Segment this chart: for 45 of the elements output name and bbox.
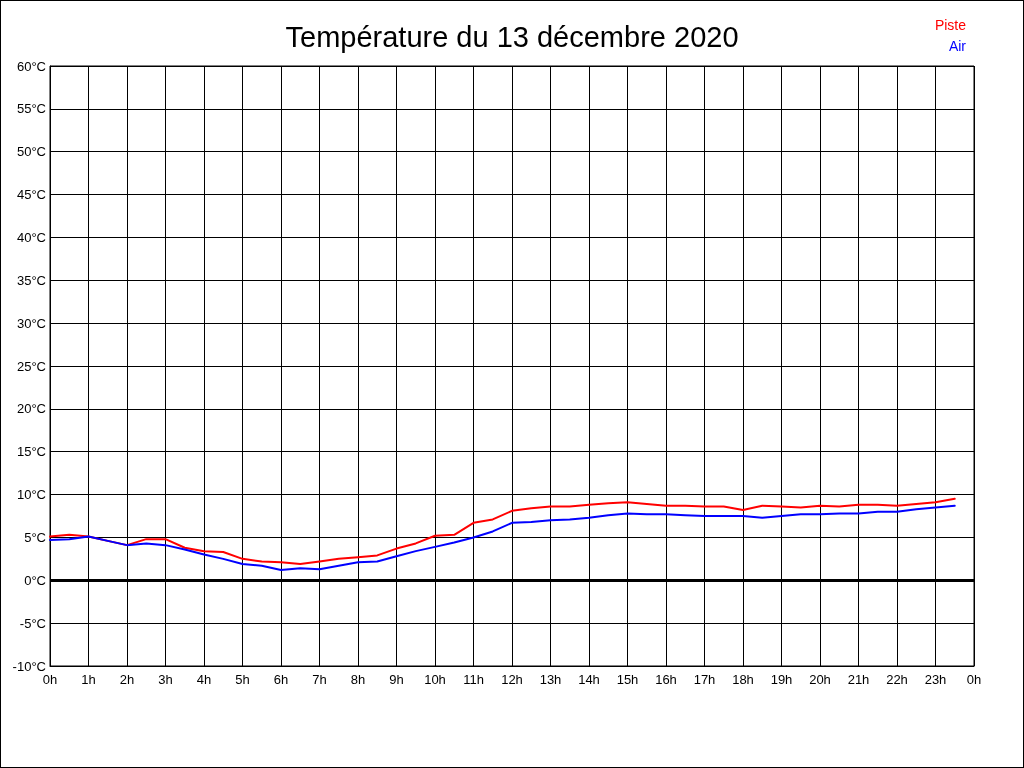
x-tick-label: 5h (235, 672, 250, 687)
x-tick-label: 14h (578, 672, 600, 687)
y-tick-label: 10°C (16, 487, 46, 503)
x-tick-label: 4h (196, 672, 212, 687)
y-tick-label: -5°C (19, 615, 46, 631)
x-tick-label: 3h (158, 672, 173, 687)
y-tick-label: 15°C (16, 444, 46, 460)
y-tick-label: 60°C (16, 58, 46, 74)
text: Air (948, 38, 967, 54)
x-tick-label: 9h (389, 672, 404, 687)
x-tick-label: 15h (616, 672, 639, 687)
x-tick-label: 19h (770, 672, 793, 687)
x-tick-label: 16h (655, 672, 677, 687)
x-tick-label: 10h (424, 672, 446, 687)
x-tick-label: 21h (847, 672, 870, 687)
text: Piste (934, 17, 967, 33)
x-tick-label: 23h (924, 672, 947, 687)
x-tick-label: 11h (463, 672, 484, 687)
x-tick-label: 7h (312, 672, 327, 687)
y-tick-label: 45°C (16, 187, 46, 203)
x-tick-label: 0h (966, 672, 982, 687)
y-tick-label: 30°C (16, 315, 46, 331)
x-tick-label: 17h (693, 672, 716, 687)
y-tick-label: -10°C (12, 658, 46, 674)
y-tick-label: 25°C (16, 358, 46, 374)
x-tick-label: 0h (42, 672, 58, 687)
x-tick-label: 18h (732, 672, 754, 687)
y-tick-label: 35°C (16, 272, 46, 288)
line-series (49, 504, 956, 571)
x-tick-label: 22h (886, 672, 908, 687)
x-tick-label: 8h (350, 672, 366, 687)
x-tick-label: 13h (539, 672, 562, 687)
x-tick-label: 1h (81, 672, 96, 687)
x-tick-label: 20h (809, 672, 831, 687)
y-tick-label: 20°C (16, 401, 46, 417)
x-tick-label: 12h (501, 672, 523, 687)
y-tick-label: 55°C (16, 101, 46, 117)
chart-title: Température du 13 décembre 2020 (285, 20, 739, 53)
y-tick-label: 0°C (24, 572, 46, 588)
y-tick-label: 40°C (16, 229, 46, 245)
x-tick-label: 6h (273, 672, 289, 687)
line-series (49, 497, 956, 565)
y-tick-label: 5°C (24, 529, 46, 545)
y-tick-label: 50°C (16, 144, 46, 160)
x-tick-label: 2h (119, 672, 135, 687)
